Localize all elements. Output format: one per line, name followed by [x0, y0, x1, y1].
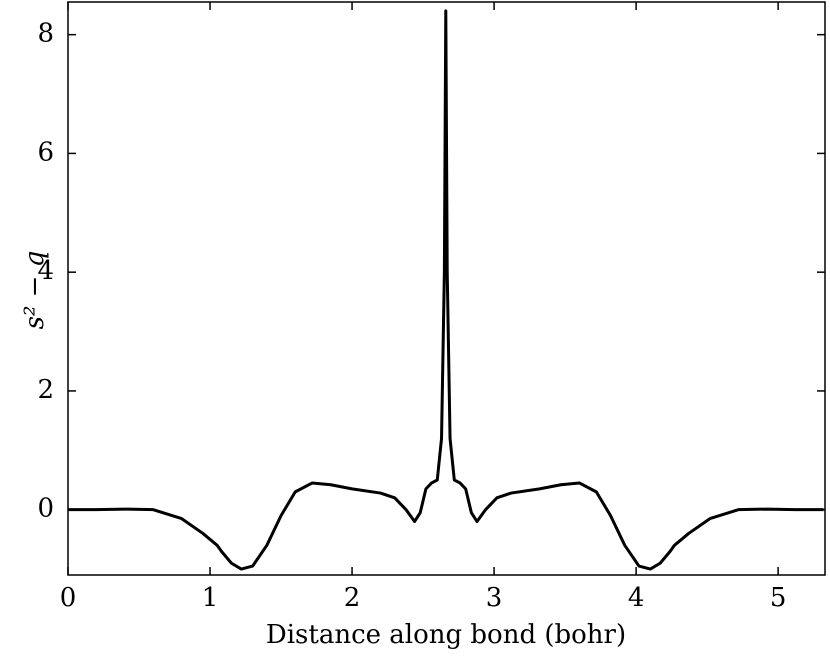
y-tick-label: 4 [37, 256, 54, 286]
x-tick-label: 4 [628, 583, 645, 613]
y-tick-label: 8 [37, 19, 54, 49]
y-tick-label: 6 [37, 137, 54, 167]
x-tick-label: 3 [486, 583, 503, 613]
x-tick-label: 5 [770, 583, 787, 613]
plot-frame [67, 1, 826, 576]
data-line [68, 9, 824, 571]
y-tick-label: 2 [37, 375, 54, 405]
y-axis-label: s² − q [20, 251, 50, 330]
x-tick-label: 1 [202, 583, 219, 613]
x-axis-label: Distance along bond (bohr) [266, 620, 626, 650]
x-tick-label: 2 [344, 583, 361, 613]
y-tick-label: 0 [37, 494, 54, 524]
x-tick-label: 0 [60, 583, 77, 613]
